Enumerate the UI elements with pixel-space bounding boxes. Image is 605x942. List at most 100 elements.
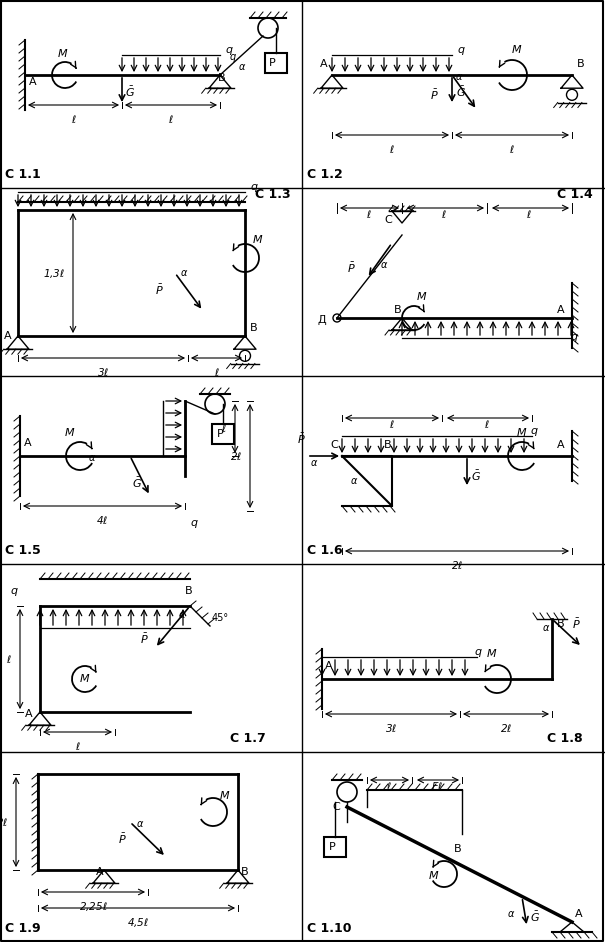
Text: $\bar{P}$: $\bar{P}$ <box>297 431 306 446</box>
Bar <box>212 424 234 444</box>
Text: C 1.1: C 1.1 <box>5 168 41 181</box>
Text: $\alpha$: $\alpha$ <box>455 72 463 82</box>
Text: 3$\ell$: 3$\ell$ <box>97 366 109 378</box>
Text: 2$\ell$: 2$\ell$ <box>500 722 512 734</box>
Text: $\ell$: $\ell$ <box>526 208 532 220</box>
Text: B: B <box>185 586 192 596</box>
Text: B: B <box>577 59 584 69</box>
Text: q: q <box>225 45 232 55</box>
Text: $\ell$: $\ell$ <box>366 208 372 220</box>
Text: 2$\ell$: 2$\ell$ <box>0 816 8 828</box>
Text: M: M <box>487 649 497 659</box>
Text: E$\ell$: E$\ell$ <box>431 780 443 792</box>
Text: $\ell$: $\ell$ <box>484 418 490 430</box>
Text: B: B <box>394 305 402 315</box>
Text: A: A <box>24 438 31 448</box>
Bar <box>324 837 346 857</box>
Text: Д: Д <box>317 315 325 325</box>
Text: $\alpha$: $\alpha$ <box>507 909 515 919</box>
Text: A: A <box>575 909 583 919</box>
Text: $\ell$: $\ell$ <box>441 208 447 220</box>
Text: $\ell$: $\ell$ <box>509 143 515 155</box>
Text: M: M <box>58 49 68 59</box>
Text: P: P <box>269 58 276 68</box>
Text: $\ell$: $\ell$ <box>389 143 395 155</box>
Text: C: C <box>332 802 340 812</box>
Text: 2$\ell$: 2$\ell$ <box>230 450 242 462</box>
Text: C 1.4: C 1.4 <box>557 188 593 201</box>
Text: 4,5$\ell$: 4,5$\ell$ <box>127 916 149 929</box>
Text: B: B <box>557 619 564 629</box>
Text: $\ell$: $\ell$ <box>214 366 220 378</box>
Text: C 1.5: C 1.5 <box>5 544 41 557</box>
Text: B: B <box>218 73 226 83</box>
Text: M: M <box>65 428 74 438</box>
Text: $\alpha$: $\alpha$ <box>180 268 188 278</box>
Text: M: M <box>429 871 439 881</box>
Bar <box>265 53 287 73</box>
Text: A: A <box>557 440 564 450</box>
Text: P: P <box>217 429 224 439</box>
Text: C 1.8: C 1.8 <box>547 732 583 745</box>
Text: A: A <box>325 661 333 671</box>
Text: A: A <box>320 59 328 69</box>
Text: $\bar{G}$: $\bar{G}$ <box>132 476 142 490</box>
Text: $\ell$: $\ell$ <box>6 653 12 665</box>
Text: C 1.3: C 1.3 <box>255 188 290 201</box>
Text: $\bar{P}$: $\bar{P}$ <box>118 832 126 846</box>
Text: $\alpha$: $\alpha$ <box>542 623 551 633</box>
Text: q: q <box>250 182 257 192</box>
Text: 1,3$\ell$: 1,3$\ell$ <box>43 267 65 280</box>
Text: $\bar{P}$: $\bar{P}$ <box>572 617 581 631</box>
Text: q: q <box>190 518 197 528</box>
Text: $\ell$: $\ell$ <box>168 113 174 125</box>
Text: $\ell$: $\ell$ <box>71 113 76 125</box>
Text: M: M <box>220 791 230 801</box>
Text: q: q <box>457 45 464 55</box>
Text: 2$\ell$: 2$\ell$ <box>451 559 463 571</box>
Text: M: M <box>512 45 522 55</box>
Text: q: q <box>474 647 481 657</box>
Text: $\bar{P}$: $\bar{P}$ <box>140 632 149 646</box>
Text: $\ell$: $\ell$ <box>389 418 395 430</box>
Text: $\alpha$: $\alpha$ <box>178 610 186 620</box>
Text: $\alpha$: $\alpha$ <box>136 819 145 829</box>
Text: $\ell$: $\ell$ <box>386 780 392 792</box>
Text: A: A <box>25 709 33 719</box>
Text: B: B <box>250 323 258 333</box>
Text: $\alpha$: $\alpha$ <box>88 453 96 463</box>
Text: B: B <box>241 867 249 877</box>
Text: $\bar{P}$: $\bar{P}$ <box>347 261 356 275</box>
Text: C 1.2: C 1.2 <box>307 168 343 181</box>
Text: $\bar{G}$: $\bar{G}$ <box>456 85 466 99</box>
Text: M: M <box>517 428 526 438</box>
Text: B: B <box>384 440 391 450</box>
Text: $\alpha$: $\alpha$ <box>310 458 318 468</box>
Text: C 1.10: C 1.10 <box>307 922 352 935</box>
Text: P: P <box>329 842 336 852</box>
Text: 45°: 45° <box>212 613 229 623</box>
Text: $\alpha$: $\alpha$ <box>238 62 246 72</box>
Text: 2,25$\ell$: 2,25$\ell$ <box>79 900 107 913</box>
Text: $\bar{G}$: $\bar{G}$ <box>125 85 135 99</box>
Text: $\bar{P}$: $\bar{P}$ <box>430 88 439 102</box>
Text: B: B <box>454 844 462 854</box>
Text: q: q <box>230 52 236 62</box>
Text: q: q <box>570 332 577 342</box>
Text: M: M <box>80 674 90 684</box>
Text: M: M <box>253 235 263 245</box>
Circle shape <box>333 314 341 322</box>
Text: 4$\ell$: 4$\ell$ <box>96 514 109 526</box>
Text: C 1.9: C 1.9 <box>5 922 41 935</box>
Text: C 1.7: C 1.7 <box>230 732 266 745</box>
Text: q: q <box>530 426 537 436</box>
Text: A: A <box>4 331 11 341</box>
Text: q: q <box>10 586 17 596</box>
Text: $\bar{G}$: $\bar{G}$ <box>471 469 481 483</box>
Text: C: C <box>330 440 338 450</box>
Text: $\alpha$: $\alpha$ <box>380 260 388 270</box>
Text: $\ell$: $\ell$ <box>74 740 80 752</box>
Text: $\ell$: $\ell$ <box>221 423 227 434</box>
Text: M: M <box>417 292 427 302</box>
Text: $\bar{G}$: $\bar{G}$ <box>530 910 540 924</box>
